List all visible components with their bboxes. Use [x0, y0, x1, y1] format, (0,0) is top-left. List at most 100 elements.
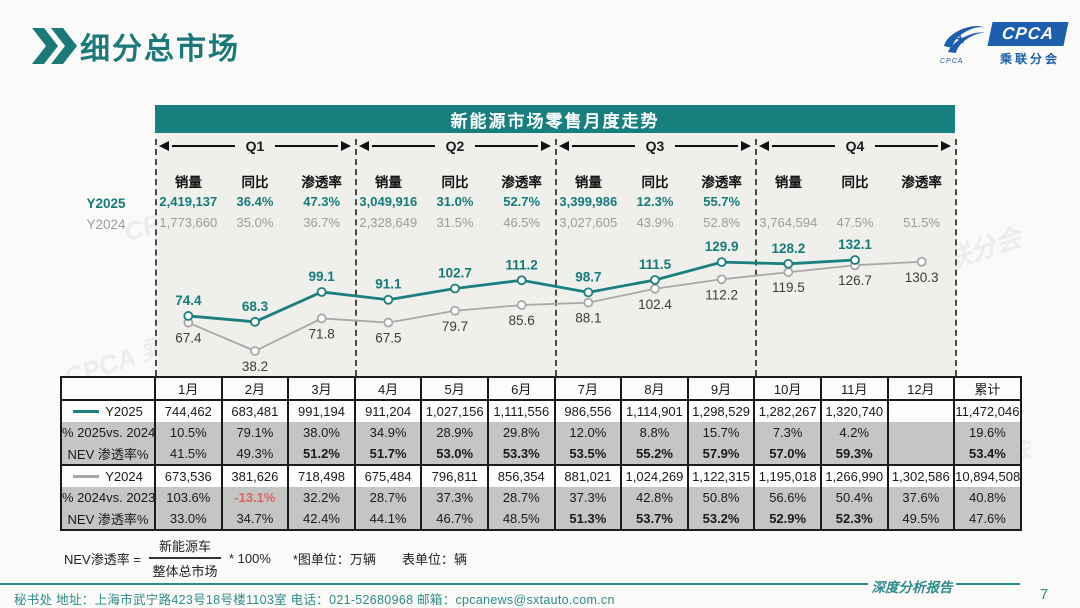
month-header-cell: 8月 — [620, 376, 689, 401]
right-arrow-icon — [941, 141, 951, 151]
table-cell: 49.3% — [220, 443, 290, 466]
quarter-cell: 3,399,986 — [559, 194, 618, 209]
formula-lhs: NEV渗透率 = — [64, 551, 141, 567]
data-point — [783, 267, 794, 278]
table-cell: 53.4% — [953, 443, 1022, 466]
table-cell: 59.3% — [819, 443, 889, 466]
table-cell: 856,354 — [486, 465, 556, 487]
table-cell: 1,266,990 — [819, 465, 889, 487]
data-label: 102.7 — [438, 265, 472, 280]
table-cell: 1,320,740 — [819, 400, 889, 422]
data-label: 126.7 — [838, 273, 872, 288]
data-label: 128.2 — [771, 241, 805, 256]
legend-line-icon — [73, 410, 100, 414]
table-cell: 50.4% — [819, 487, 889, 508]
right-arrow-icon — [341, 141, 351, 151]
quarter-column-headers: 销量 同比 渗透率 — [755, 170, 955, 191]
quarter-span-arrow: Q1 — [155, 138, 355, 154]
data-label: 38.2 — [242, 359, 268, 374]
quarter-divider-line — [355, 139, 357, 376]
quarter-cell: 销量 — [774, 174, 802, 190]
arrow-line — [275, 145, 338, 147]
arrow-line — [875, 145, 938, 147]
data-label: 130.3 — [905, 270, 939, 285]
quarter-span-arrow: Q4 — [755, 138, 955, 154]
left-arrow-icon — [159, 141, 169, 151]
table-cell: 50.8% — [686, 487, 756, 508]
quarter-cell: 销量 — [174, 174, 202, 190]
footer-rule-left — [0, 583, 868, 585]
table-cell: 381,626 — [220, 465, 290, 487]
month-header-cell: 9月 — [686, 376, 756, 401]
table-cell: 51.3% — [553, 508, 623, 531]
chart-title: 新能源市场零售月度走势 — [450, 111, 660, 131]
footer-contact: 秘书处 地址：上海市武宁路423号18号楼1103室 电话：021-526809… — [14, 593, 615, 607]
quarter-cell: 销量 — [374, 174, 402, 190]
formula-denominator: 整体总市场 — [152, 564, 218, 579]
data-point — [850, 255, 860, 265]
table-cell: 1,195,018 — [753, 465, 822, 487]
table-cell: 15.7% — [686, 422, 756, 443]
table-cell: 52.9% — [753, 508, 822, 531]
logo-subtitle: 乘联分会 — [999, 52, 1060, 66]
data-label: 67.4 — [175, 331, 202, 346]
quarter-column-headers: 销量 同比 渗透率 — [555, 170, 755, 191]
table-cell: 57.9% — [686, 443, 756, 466]
table-cell: 51.2% — [287, 443, 356, 466]
table-cell: 1,027,156 — [420, 400, 489, 422]
table-cell: 33.0% — [154, 508, 223, 531]
quarter-cell: 47.5% — [836, 215, 874, 230]
quarter-cell: 35.0% — [236, 215, 274, 230]
chart-title-bar: 新能源市场零售月度走势 — [155, 105, 955, 133]
quarter-cell: 2,328,649 — [359, 215, 418, 230]
month-header-cell: 4月 — [353, 376, 423, 401]
data-point — [183, 311, 194, 321]
quarter-values-y2024: 3,764,594 47.5% 51.5% — [755, 212, 955, 233]
data-point — [650, 275, 660, 285]
data-point — [316, 313, 327, 324]
table-cell: 744,462 — [154, 400, 223, 422]
row-label-cell: Y2025 — [60, 400, 156, 422]
table-cell: 673,536 — [154, 465, 223, 487]
data-point — [250, 316, 260, 327]
quarter-values-y2024: 3,027,605 43.9% 52.8% — [555, 212, 755, 233]
table-cell: 37.3% — [420, 487, 489, 508]
table-cell: 53.5% — [553, 443, 623, 466]
table-cell: 4.2% — [819, 422, 889, 443]
data-point — [716, 274, 727, 285]
data-point — [450, 305, 460, 316]
quarter-divider-line — [955, 139, 957, 376]
table-cell: 46.7% — [420, 508, 489, 531]
legend-line-icon — [73, 475, 100, 479]
data-label: 67.5 — [375, 331, 401, 346]
table-cell: 796,811 — [420, 465, 489, 487]
page-number: 7 — [1039, 586, 1049, 603]
table-cell: 11,472,046 — [953, 400, 1022, 422]
data-label: 68.3 — [242, 299, 269, 314]
quarter-panel-q1: Q1 销量 同比 渗透率 2,419,137 36.4% 47.3% 1,773,660 35.… — [155, 138, 355, 235]
data-point — [250, 346, 260, 356]
right-arrow-icon — [741, 141, 751, 151]
table-cell: 986,556 — [553, 400, 623, 422]
data-label: 74.4 — [175, 293, 202, 308]
quarter-cell: 52.8% — [703, 215, 741, 230]
month-header-cell: 2月 — [220, 376, 290, 401]
quarter-values-y2025: 2,419,137 36.4% 47.3% — [155, 191, 355, 212]
table-cell: 57.0% — [753, 443, 822, 466]
quarter-cell: 同比 — [441, 174, 469, 190]
month-header-cell: 10月 — [753, 376, 822, 401]
data-point — [516, 275, 527, 286]
table-cell: 28.7% — [486, 487, 556, 508]
table-cell: 28.9% — [420, 422, 489, 443]
quarter-cell: 2,419,137 — [159, 194, 218, 209]
quarter-cell: 3,027,605 — [559, 215, 618, 230]
quarter-cell: 51.5% — [903, 215, 941, 230]
quarter-column-headers: 销量 同比 渗透率 — [155, 170, 355, 191]
quarter-span-arrow: Q3 — [555, 138, 755, 154]
quarter-cell: 渗透率 — [901, 174, 942, 190]
arrow-line — [772, 145, 835, 147]
table-row: NEV 渗透率% 33.0% 34.7% 42.4% 44.1% 46.7% 48.5% 51… — [60, 508, 1022, 531]
table-cell: 29.8% — [486, 422, 556, 443]
month-header-cell: 1月 — [154, 376, 223, 401]
